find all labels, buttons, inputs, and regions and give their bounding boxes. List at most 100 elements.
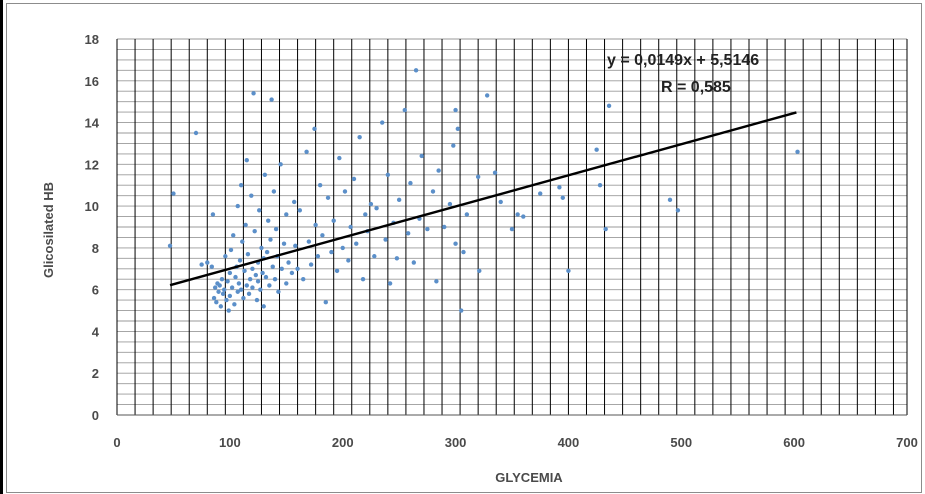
data-point bbox=[210, 212, 216, 217]
data-point bbox=[250, 266, 255, 271]
trendline bbox=[169, 111, 797, 287]
data-point bbox=[263, 274, 269, 280]
data-point bbox=[795, 149, 800, 154]
data-point bbox=[451, 143, 456, 148]
y-tick-label: 8 bbox=[92, 241, 99, 256]
data-point bbox=[430, 189, 436, 194]
data-point bbox=[244, 157, 249, 163]
data-point bbox=[218, 304, 224, 309]
data-point bbox=[408, 180, 413, 186]
data-point bbox=[442, 224, 447, 230]
data-point bbox=[227, 270, 233, 276]
data-point bbox=[342, 189, 348, 194]
data-point bbox=[411, 260, 417, 265]
data-point bbox=[351, 176, 357, 182]
data-point bbox=[402, 107, 407, 113]
data-point bbox=[380, 120, 385, 125]
data-point bbox=[257, 208, 262, 213]
x-tick-label: 0 bbox=[113, 435, 120, 450]
data-point bbox=[374, 206, 379, 211]
data-point bbox=[242, 268, 247, 274]
data-point bbox=[226, 308, 231, 313]
y-tick-label: 2 bbox=[92, 366, 99, 381]
y-tick-labels: 0 2 4 6 8 10 12 14 16 18 bbox=[85, 32, 100, 423]
data-point bbox=[228, 247, 234, 253]
data-point bbox=[557, 185, 562, 190]
data-point bbox=[211, 295, 217, 301]
data-point bbox=[258, 287, 263, 292]
data-point bbox=[667, 197, 673, 203]
data-point bbox=[340, 245, 345, 251]
data-point bbox=[566, 268, 571, 274]
data-point bbox=[249, 193, 254, 198]
data-point bbox=[278, 162, 283, 167]
data-point bbox=[475, 174, 481, 180]
data-point bbox=[235, 203, 240, 209]
y-tick-label: 18 bbox=[85, 32, 99, 47]
data-point bbox=[304, 149, 309, 154]
page-edge bbox=[0, 0, 3, 494]
data-point bbox=[255, 279, 261, 284]
data-point bbox=[199, 262, 204, 267]
data-point bbox=[222, 287, 227, 292]
data-point bbox=[301, 277, 306, 282]
data-point bbox=[363, 212, 368, 217]
data-point bbox=[214, 300, 219, 305]
data-point bbox=[262, 172, 268, 177]
data-point bbox=[464, 212, 470, 217]
data-point bbox=[329, 249, 334, 255]
data-point bbox=[331, 218, 336, 223]
data-point bbox=[675, 208, 681, 213]
x-tick-label: 300 bbox=[445, 435, 467, 450]
data-point bbox=[238, 183, 244, 188]
data-point bbox=[272, 277, 278, 282]
data-point bbox=[325, 195, 331, 200]
data-point bbox=[289, 270, 295, 276]
data-point bbox=[594, 147, 599, 152]
data-point bbox=[167, 243, 173, 248]
data-point bbox=[250, 285, 255, 290]
data-point bbox=[385, 172, 391, 177]
data-point bbox=[334, 268, 340, 274]
data-point bbox=[515, 212, 520, 217]
x-tick-label: 700 bbox=[896, 435, 918, 450]
data-points bbox=[167, 68, 800, 313]
data-point bbox=[346, 258, 351, 263]
data-point bbox=[357, 134, 362, 140]
data-point bbox=[459, 308, 464, 313]
data-point bbox=[419, 153, 424, 159]
grid-lines bbox=[116, 38, 908, 416]
data-point bbox=[509, 226, 515, 232]
data-point bbox=[247, 277, 253, 282]
data-point bbox=[241, 295, 246, 301]
data-point bbox=[243, 222, 248, 228]
data-point bbox=[295, 266, 300, 271]
data-point bbox=[383, 237, 388, 242]
data-point bbox=[216, 289, 221, 294]
data-point bbox=[171, 191, 176, 196]
data-point bbox=[447, 201, 453, 207]
data-point bbox=[193, 130, 199, 136]
data-point bbox=[461, 249, 466, 255]
data-point bbox=[434, 279, 439, 284]
data-point bbox=[315, 254, 321, 259]
x-tick-label: 100 bbox=[219, 435, 241, 450]
trendline-equation: y = 0,0149x + 5,5146 bbox=[607, 52, 759, 69]
data-point bbox=[348, 224, 353, 230]
data-point bbox=[233, 274, 238, 280]
data-point bbox=[260, 270, 265, 276]
data-point bbox=[229, 285, 235, 290]
data-point bbox=[286, 260, 291, 265]
data-point bbox=[220, 291, 226, 297]
data-point bbox=[273, 226, 279, 232]
data-point bbox=[337, 155, 342, 161]
data-point bbox=[297, 208, 303, 213]
data-point bbox=[312, 126, 317, 132]
x-tick-label: 200 bbox=[332, 435, 354, 450]
data-point bbox=[372, 254, 377, 259]
scatter-chart: 0 100 200 300 400 500 600 700 0 2 4 6 8 10 12 14 16 18 y… bbox=[41, 32, 918, 485]
data-point bbox=[271, 189, 277, 194]
x-tick-label: 600 bbox=[783, 435, 805, 450]
data-point bbox=[291, 199, 297, 205]
y-tick-label: 12 bbox=[85, 157, 99, 172]
